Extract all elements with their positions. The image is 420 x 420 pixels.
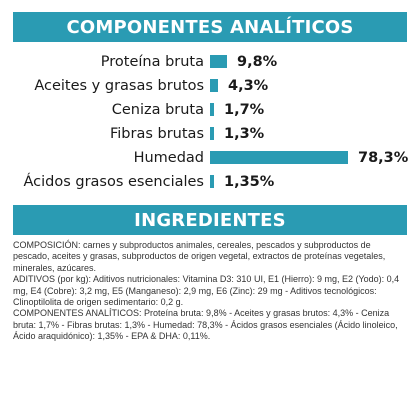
analytics-row-bar	[210, 103, 214, 116]
analytics-row: Proteína bruta 9,8%	[0, 51, 420, 73]
analytics-row-label: Ceniza bruta	[111, 102, 204, 118]
analytics-row: Aceites y grasas brutos 4,3%	[0, 75, 420, 97]
analytics-row-value: 9,8%	[237, 54, 278, 70]
analytics-row-value: 78,3%	[358, 150, 409, 166]
analytics-title: COMPONENTES ANALÍTICOS	[66, 16, 354, 38]
analytics-row-value: 4,3%	[228, 78, 269, 94]
analytics-row-value: 1,35%	[224, 174, 275, 190]
composition-paragraph: COMPOSICIÓN: carnes y subproductos anima…	[13, 240, 386, 273]
analytics-row-bar	[210, 55, 227, 68]
analytics-row-bar	[210, 127, 214, 140]
analytics-row-bar	[210, 175, 214, 188]
ingredients-banner: INGREDIENTES	[13, 205, 407, 235]
ingredients-text: COMPOSICIÓN: carnes y subproductos anima…	[13, 240, 407, 343]
analytics-row: Humedad 78,3%	[0, 147, 420, 169]
analytics-row-label: Fibras brutas	[109, 126, 204, 142]
analytics-banner: COMPONENTES ANALÍTICOS	[13, 12, 407, 42]
analytics-row-label: Aceites y grasas brutos	[34, 78, 204, 94]
components-paragraph: COMPONENTES ANALÍTICOS: Proteína bruta: …	[13, 308, 398, 342]
analytics-row-bar	[210, 79, 218, 92]
analytics-row: Ácidos grasos esenciales 1,35%	[0, 171, 420, 193]
additives-paragraph: ADITIVOS (por kg): Aditivos nutricionale…	[13, 274, 400, 308]
analytics-row-value: 1,3%	[224, 126, 265, 142]
analytics-row: Ceniza bruta 1,7%	[0, 99, 420, 121]
analytics-row-label: Proteína bruta	[100, 54, 204, 70]
ingredients-title: INGREDIENTES	[134, 209, 286, 231]
analytics-row-label: Ácidos grasos esenciales	[23, 174, 204, 190]
analytics-row-bar	[210, 151, 348, 164]
analytics-row: Fibras brutas 1,3%	[0, 123, 420, 145]
analytics-row-label: Humedad	[133, 150, 204, 166]
analytics-row-value: 1,7%	[224, 102, 265, 118]
